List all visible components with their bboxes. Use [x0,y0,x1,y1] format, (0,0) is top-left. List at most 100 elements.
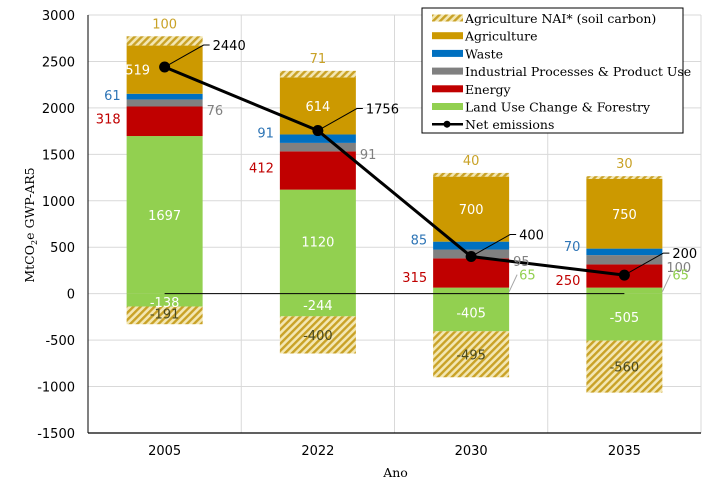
bar-segment-nai-negative [126,306,203,325]
legend-label-land-use-change-forestry: Land Use Change & Forestry [465,100,651,115]
label-lucf-negative: -505 [610,311,640,326]
leader-line-lucf [508,274,518,292]
legend-label-industrial-processes-product-use: Industrial Processes & Product Use [465,64,691,79]
label-ippu: 76 [207,104,224,119]
label-lucf-positive: 65 [672,269,689,284]
label-lucf-positive: 1697 [148,209,181,224]
legend: Agriculture NAI* (soil carbon) Agricultur… [421,7,691,134]
label-energy: 412 [249,161,274,176]
legend-swatch-land-use-change-forestry [432,103,463,110]
legend-label-net-emissions: Net emissions [465,117,554,132]
bar-segment-nai [586,176,663,179]
label-agriculture: 700 [459,203,484,218]
bar-segment-waste [126,93,203,100]
bar-segment-nai-negative [586,340,663,393]
bar-segment-nai [279,70,356,78]
bars [126,36,663,393]
legend-box [421,7,684,134]
label-ippu: 100 [666,261,691,276]
legend-marker-net-emissions [443,120,451,128]
bar-segment-nai-negative [433,331,510,378]
legend-label-agriculture: Agriculture [464,29,538,44]
x-tick-label: 2035 [608,444,641,459]
y-tick-label: -500 [45,334,75,349]
bar-segment-lucf [586,287,663,294]
label-ippu: 91 [360,148,377,163]
label-net-emissions: 200 [672,247,697,262]
bar-segment-ippu [586,255,663,265]
data-labels: 519 100 61 76 318 1697 -138-191 614 71 91 91 412 112… [96,17,697,375]
net-emissions-series-line [164,65,625,277]
label-nai-negative: -400 [303,329,333,344]
y-tick-label: 2500 [42,55,75,70]
label-lucf-negative: -138 [150,296,180,311]
net-emissions-leader [164,44,210,68]
bar-segment-lucf [126,136,203,294]
bar-segment-agriculture [433,176,510,242]
y-tick-label: 500 [50,241,75,256]
label-energy: 250 [556,274,581,289]
label-nai-positive: 40 [463,154,480,169]
label-nai-positive: 100 [152,17,177,32]
label-waste: 61 [104,89,121,104]
net-emissions-line [159,44,670,281]
label-nai-positive: 30 [616,157,633,172]
label-ippu: 95 [513,255,530,270]
label-waste: 85 [411,234,428,249]
label-nai-negative: -495 [456,348,486,363]
y-tick-label: 1000 [42,195,75,210]
legend-label-agriculture-nai-soil-carbon: Agriculture NAI* (soil carbon) [464,11,656,26]
bar-segment-ippu [126,99,203,107]
label-lucf-negative: -405 [456,306,486,321]
bar-segment-agriculture [279,77,356,135]
bar-segment-lucf-negative [279,293,356,317]
label-net-emissions: 1756 [366,103,399,118]
legend-swatch-agriculture-nai-soil-carbon [432,14,463,22]
axes: 3000 2500 2000 1500 1000 500 0 -500 -1000 -1500 20… [22,9,701,480]
label-lucf-positive: 65 [519,269,536,284]
label-lucf-negative: -244 [303,299,333,314]
legend-label-energy: Energy [465,82,512,97]
label-net-emissions: 2440 [213,39,246,54]
x-tick-label: 2005 [148,444,181,459]
bar-segment-energy [433,258,510,288]
label-nai-positive: 71 [310,52,327,67]
label-waste: 91 [257,127,274,142]
bar-segment-waste [433,241,510,250]
label-nai-negative: -191 [150,307,180,322]
x-tick-label: 2022 [301,444,334,459]
legend-swatch-energy [432,85,463,93]
net-emissions-leader [470,234,517,257]
y-tick-label: 3000 [42,9,75,24]
y-axis-title-subscript: 2 [30,240,39,245]
label-energy: 318 [96,112,121,127]
bar-segment-agriculture [586,178,663,249]
y-tick-label: -1000 [37,381,75,396]
bar-segment-lucf [279,189,356,294]
bar-segment-energy [279,151,356,190]
bar-segment-lucf [433,287,510,294]
y-tick-label: 1500 [42,148,75,163]
label-waste: 70 [564,240,581,255]
bar-segment-nai [433,172,510,177]
bar-segment-nai [126,36,203,46]
bar-segment-ippu [279,142,356,152]
label-agriculture: 519 [125,64,150,79]
x-tick-label: 2030 [455,444,488,459]
label-agriculture: 750 [612,208,637,223]
bar-segment-lucf-negative [433,293,510,332]
x-axis-title: Ano [382,465,408,480]
label-energy: 315 [402,271,427,286]
legend-swatch-waste [432,49,463,57]
leader-line-lucf [661,274,671,292]
y-tick-label: 0 [67,288,75,303]
legend-label-waste: Waste [465,46,503,61]
bar-segment-energy [126,106,203,137]
y-axis-title-suffix: e GWP-AR5 [22,167,37,240]
label-agriculture: 614 [305,100,330,115]
net-emissions-leader [317,108,363,131]
label-nai-negative: -560 [610,361,640,376]
y-tick-label: 2000 [42,102,75,117]
bar-segment-lucf-negative [586,293,663,341]
legend-swatch-agriculture [432,32,463,40]
